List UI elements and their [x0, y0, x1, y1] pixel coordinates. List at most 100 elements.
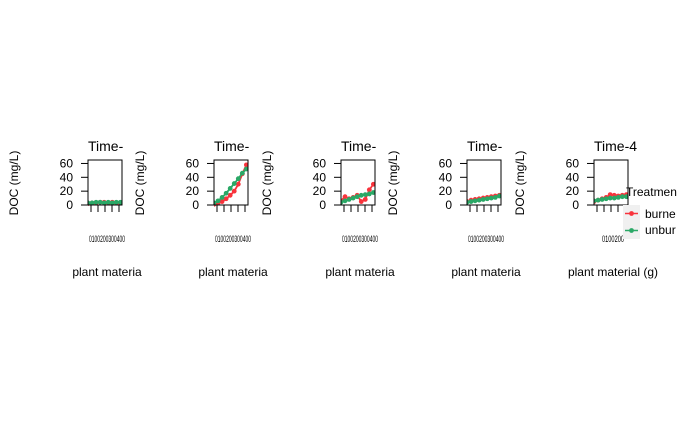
- panel-2-data: [214, 162, 248, 207]
- legend-label-burned: burne: [645, 207, 676, 221]
- data-point-unburned: [362, 192, 368, 198]
- panel-title: Time-4: [594, 138, 637, 154]
- y-axis-title: DOC (mg/L): [513, 151, 527, 216]
- x-tick-labels: 0100200300400: [215, 234, 251, 244]
- data-point-burned: [243, 162, 248, 168]
- data-point-burned: [231, 188, 237, 194]
- x-axis-title: plant materia: [325, 265, 395, 279]
- data-point-unburned: [219, 194, 225, 200]
- y-tick-label: 0: [572, 198, 579, 212]
- y-tick-label: 0: [66, 198, 73, 212]
- data-point-unburned: [476, 197, 482, 203]
- x-tick-labels: 0100200: [602, 234, 624, 244]
- legend-label-unburned: unbur: [645, 223, 676, 237]
- x-axis-title: plant materia: [198, 265, 268, 279]
- data-point-unburned: [105, 199, 111, 205]
- legend-key-unburned-point: [629, 228, 634, 233]
- data-point-unburned: [109, 200, 115, 206]
- data-point-unburned: [603, 196, 609, 202]
- y-tick-label: 40: [566, 170, 580, 184]
- data-point-unburned: [117, 199, 122, 205]
- y-tick-label: 60: [439, 156, 453, 170]
- data-point-burned: [227, 192, 233, 198]
- data-point-burned: [607, 192, 613, 198]
- x-tick-labels: 0100200300400: [342, 234, 378, 244]
- panel-frame: [593, 159, 629, 206]
- panel-5-data: [594, 192, 628, 204]
- data-point-unburned: [346, 197, 352, 202]
- panel-title: Time-: [88, 138, 124, 154]
- data-point-burned: [358, 199, 364, 204]
- data-point-burned: [366, 187, 372, 193]
- data-point-unburned: [488, 195, 494, 201]
- y-tick-label: 60: [566, 156, 580, 170]
- data-point-unburned: [214, 200, 217, 206]
- data-point-unburned: [358, 192, 364, 198]
- data-point-burned: [219, 199, 225, 204]
- y-tick-label: 40: [313, 170, 327, 184]
- data-point-unburned: [370, 190, 375, 195]
- data-point-unburned: [619, 194, 625, 200]
- data-point-unburned: [231, 181, 237, 186]
- panel-frame: [213, 159, 249, 206]
- y-axis-title: DOC (mg/L): [7, 151, 21, 216]
- data-point-unburned: [615, 194, 621, 200]
- y-tick-label: 60: [186, 156, 200, 170]
- data-point-unburned: [243, 166, 248, 172]
- x-tick-labels: 0100200300400: [89, 234, 125, 244]
- y-axis-title: DOC (mg/L): [260, 151, 274, 216]
- data-point-unburned: [101, 200, 107, 206]
- data-point-unburned: [484, 196, 490, 202]
- y-tick-label: 20: [439, 184, 453, 198]
- data-point-unburned: [468, 199, 474, 204]
- panel-3-data: [341, 181, 375, 205]
- data-point-burned: [362, 197, 368, 202]
- y-tick-label: 20: [566, 184, 580, 198]
- data-point-unburned: [599, 197, 605, 202]
- data-point-unburned: [472, 198, 478, 204]
- data-point-unburned: [480, 197, 486, 202]
- y-tick-label: 40: [439, 170, 453, 184]
- data-point-unburned: [496, 193, 501, 199]
- data-point-unburned: [607, 195, 613, 201]
- y-tick-label: 40: [60, 170, 74, 184]
- data-point-unburned: [113, 199, 119, 205]
- legend: Treatmen burne unbur: [623, 185, 677, 239]
- legend-title: Treatmen: [626, 185, 677, 199]
- x-axis-title: plant materia: [451, 265, 521, 279]
- y-tick-label: 0: [445, 198, 452, 212]
- data-point-unburned: [97, 199, 103, 205]
- panel-frame: [87, 159, 123, 206]
- data-point-unburned: [342, 198, 348, 204]
- data-point-burned: [370, 181, 375, 187]
- data-point-burned: [235, 181, 241, 187]
- series-line-burned: [214, 164, 248, 206]
- data-point-burned: [223, 196, 229, 202]
- data-point-unburned: [93, 199, 99, 205]
- data-point-unburned: [235, 176, 241, 182]
- data-point-unburned: [88, 200, 91, 206]
- panel-title: Time-: [341, 138, 377, 154]
- panel-4-data: [467, 192, 501, 205]
- data-point-unburned: [350, 195, 356, 201]
- data-point-unburned: [239, 170, 245, 176]
- panel-frame: [340, 159, 376, 206]
- data-point-unburned: [215, 198, 221, 204]
- panel-title: Time-: [467, 138, 503, 154]
- y-tick-label: 20: [60, 184, 74, 198]
- legend-entry-unburned: unbur: [623, 222, 676, 239]
- data-point-unburned: [223, 190, 229, 196]
- y-tick-label: 60: [313, 156, 327, 170]
- data-point-unburned: [89, 200, 95, 206]
- data-point-unburned: [623, 194, 628, 200]
- y-tick-label: 20: [186, 184, 200, 198]
- panel-title: Time-: [214, 138, 250, 154]
- x-axis-title: plant material (g): [568, 265, 658, 279]
- y-tick-label: 40: [186, 170, 200, 184]
- y-tick-label: 60: [60, 156, 74, 170]
